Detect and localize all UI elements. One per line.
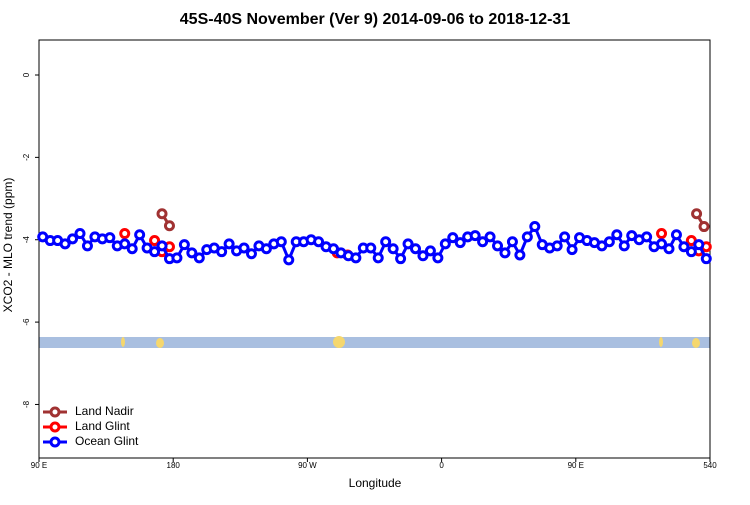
- data-point: [119, 228, 131, 240]
- data-point: [178, 239, 190, 251]
- data-point: [521, 231, 533, 243]
- data-point: [618, 240, 630, 252]
- data-point: [395, 253, 407, 265]
- data-point: [74, 228, 86, 240]
- legend-marker: [49, 406, 61, 418]
- data-point: [529, 221, 541, 233]
- data-point: [417, 250, 429, 262]
- data-point: [693, 239, 705, 251]
- data-point: [656, 238, 668, 250]
- data-point: [447, 232, 459, 244]
- data-point: [67, 233, 79, 245]
- data-point: [156, 240, 168, 252]
- land-patch: [121, 337, 125, 347]
- data-point: [238, 242, 250, 254]
- data-point: [424, 245, 436, 257]
- x-tick-label: 0: [439, 461, 444, 470]
- data-point: [365, 242, 377, 254]
- data-point: [283, 254, 295, 266]
- data-point: [477, 236, 489, 248]
- x-tick-label: 90 W: [298, 461, 317, 470]
- data-point: [670, 229, 682, 241]
- land-patch: [692, 338, 700, 348]
- data-point: [551, 240, 563, 252]
- legend-label: Land Glint: [75, 419, 130, 433]
- data-point: [245, 248, 257, 260]
- data-point: [216, 246, 228, 258]
- data-point: [698, 221, 710, 233]
- legend-marker: [49, 421, 61, 433]
- land-patch: [659, 337, 663, 347]
- y-tick-label: -4: [22, 236, 31, 244]
- data-point: [454, 237, 466, 249]
- legend-label: Land Nadir: [75, 404, 134, 418]
- data-point: [350, 252, 362, 264]
- data-point: [186, 247, 198, 259]
- data-point: [260, 243, 272, 255]
- data-point: [656, 228, 668, 240]
- data-point: [104, 232, 116, 244]
- data-point: [119, 238, 131, 250]
- data-point: [387, 243, 399, 255]
- data-point: [59, 238, 71, 250]
- y-tick-label: 0: [22, 72, 31, 77]
- x-tick-label: 90 E: [31, 461, 47, 470]
- data-point: [223, 238, 235, 250]
- data-point: [149, 246, 161, 258]
- data-point: [492, 240, 504, 252]
- data-point: [506, 236, 518, 248]
- data-point: [641, 231, 653, 243]
- land-sea-strip: [39, 336, 710, 348]
- x-tick-label: 180: [167, 461, 181, 470]
- data-point: [410, 243, 422, 255]
- data-point: [685, 246, 697, 258]
- data-point: [691, 208, 703, 220]
- data-point: [566, 244, 578, 256]
- data-point: [432, 252, 444, 264]
- data-point: [559, 231, 571, 243]
- data-point: [603, 236, 615, 248]
- x-tick-label: 90 E: [568, 461, 584, 470]
- data-point: [663, 243, 675, 255]
- data-point: [439, 238, 451, 250]
- data-point: [81, 240, 93, 252]
- data-point: [163, 220, 175, 232]
- x-axis-label: Longitude: [349, 476, 402, 490]
- data-point: [380, 236, 392, 248]
- land-patch: [156, 338, 164, 348]
- data-point: [149, 235, 161, 247]
- y-tick-label: -6: [22, 318, 31, 326]
- y-tick-label: -8: [22, 400, 31, 408]
- data-point: [678, 241, 690, 253]
- data-point: [313, 236, 325, 248]
- data-point: [514, 249, 526, 261]
- legend-label: Ocean Glint: [75, 434, 139, 448]
- y-axis-label: XCO2 - MLO trend (ppm): [1, 178, 15, 313]
- data-point: [700, 253, 712, 265]
- data-point: [275, 236, 287, 248]
- series-line: [160, 212, 706, 228]
- data-point: [499, 247, 511, 259]
- x-tick-label: 540: [703, 461, 717, 470]
- data-point: [156, 208, 168, 220]
- land-patch: [333, 336, 345, 348]
- data-point: [171, 252, 183, 264]
- data-point: [372, 252, 384, 264]
- data-point: [611, 229, 623, 241]
- data-point: [193, 252, 205, 264]
- chart-title: 45S-40S November (Ver 9) 2014-09-06 to 2…: [180, 11, 571, 28]
- data-point: [469, 230, 481, 242]
- data-point: [126, 243, 138, 255]
- data-point: [484, 231, 496, 243]
- legend-marker: [49, 436, 61, 448]
- sea-strip: [39, 337, 710, 348]
- data-point: [402, 238, 414, 250]
- data-point: [134, 229, 146, 241]
- y-tick-label: -2: [22, 153, 31, 161]
